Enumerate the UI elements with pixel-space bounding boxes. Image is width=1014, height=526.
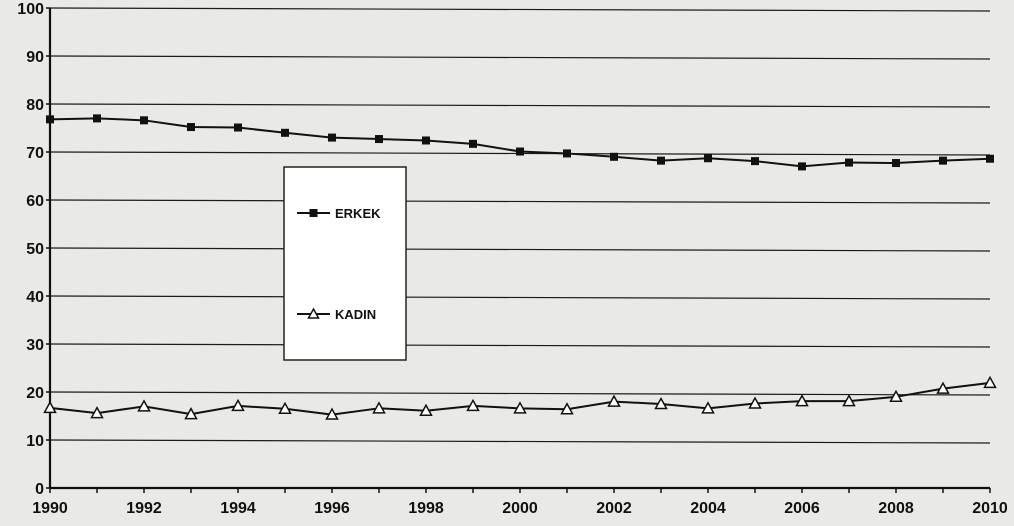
y-tick-label: 0 [35, 481, 44, 498]
data-point-kadin [278, 401, 292, 415]
data-point-kadin [607, 394, 621, 407]
gridline-y [49, 103, 991, 108]
data-point-erkek [798, 162, 806, 171]
data-point-kadin [372, 401, 386, 414]
data-point-kadin [983, 375, 997, 389]
data-point-kadin [325, 407, 339, 420]
y-tick-label: 70 [26, 145, 44, 162]
x-tick-label: 1998 [408, 500, 444, 517]
x-tick-label: 2010 [972, 500, 1008, 517]
y-tick-label: 30 [26, 337, 44, 354]
y-tick-label: 10 [26, 433, 44, 450]
data-point-kadin [466, 398, 480, 412]
data-point-erkek [845, 158, 853, 167]
x-tick-label: 2006 [784, 500, 820, 517]
x-tick-label: 2002 [596, 500, 632, 517]
gridline-y [49, 391, 991, 396]
y-tick-label: 100 [17, 1, 44, 18]
y-tick-label: 80 [26, 97, 44, 114]
series-erkek [46, 114, 994, 171]
x-tick-label: 2008 [878, 500, 914, 517]
data-point-kadin [842, 394, 856, 407]
series-kadin [43, 375, 997, 420]
data-point-erkek [422, 136, 430, 145]
data-point-erkek [892, 159, 900, 168]
series-group [43, 114, 997, 420]
data-point-erkek [986, 154, 994, 163]
gridline-y [49, 439, 991, 444]
x-tick-label: 1990 [32, 500, 68, 517]
data-point-kadin [748, 396, 762, 409]
x-tick-labels: 1990 1992 1994 1996 1998 2000 2002 2004 2006 2008… [32, 488, 1008, 517]
y-tick-label: 50 [26, 241, 44, 258]
gridline-y [49, 55, 991, 60]
gridline-y [49, 343, 991, 348]
data-point-erkek [93, 114, 101, 123]
data-point-erkek [328, 133, 336, 142]
data-point-erkek [751, 157, 759, 166]
data-point-kadin [419, 403, 433, 416]
data-point-erkek [140, 116, 148, 125]
data-point-erkek [939, 156, 947, 165]
data-point-erkek [281, 128, 289, 137]
data-point-kadin [936, 381, 950, 394]
legend-kadin-label: KADIN [335, 307, 376, 322]
data-point-kadin [889, 389, 903, 403]
data-point-kadin [137, 399, 151, 412]
data-point-kadin [701, 401, 715, 414]
y-tick-label: 40 [26, 289, 44, 306]
x-tick-label: 1996 [314, 500, 350, 517]
gridline-y [49, 247, 991, 252]
legend-kadin-marker [307, 307, 320, 319]
data-point-erkek [704, 154, 712, 163]
data-point-kadin [560, 402, 574, 415]
legend: ERKEK KADIN [283, 166, 407, 361]
gridline-y [49, 199, 991, 204]
y-tick-label: 60 [26, 193, 44, 210]
data-point-kadin [184, 407, 198, 420]
legend-erkek-label: ERKEK [335, 206, 381, 221]
gridlines [49, 7, 991, 444]
data-point-erkek [46, 115, 54, 124]
data-point-erkek [375, 135, 383, 144]
data-point-erkek [469, 139, 477, 148]
legend-erkek-marker [309, 209, 318, 217]
data-point-kadin [795, 394, 809, 407]
data-point-erkek [563, 149, 571, 158]
data-point-kadin [43, 400, 57, 414]
gridline-y [49, 7, 991, 12]
y-tick-labels: 0 10 20 30 40 50 60 70 80 90 100 [17, 1, 50, 498]
data-point-erkek [187, 123, 195, 132]
y-tick-label: 90 [26, 49, 44, 66]
y-tick-label: 20 [26, 385, 44, 402]
x-tick-label: 1992 [126, 500, 162, 517]
data-point-kadin [654, 396, 668, 410]
gridline-y [49, 295, 991, 300]
data-point-erkek [516, 147, 524, 156]
x-tick-label: 1994 [220, 500, 256, 517]
data-point-erkek [234, 123, 242, 132]
legend-box [283, 166, 407, 361]
data-point-kadin [231, 398, 245, 412]
data-point-kadin [90, 406, 104, 419]
x-tick-label: 2000 [502, 500, 538, 517]
data-point-erkek [657, 156, 665, 165]
x-tick-label: 2004 [690, 500, 726, 517]
data-point-erkek [610, 152, 618, 161]
data-point-kadin [513, 401, 527, 414]
